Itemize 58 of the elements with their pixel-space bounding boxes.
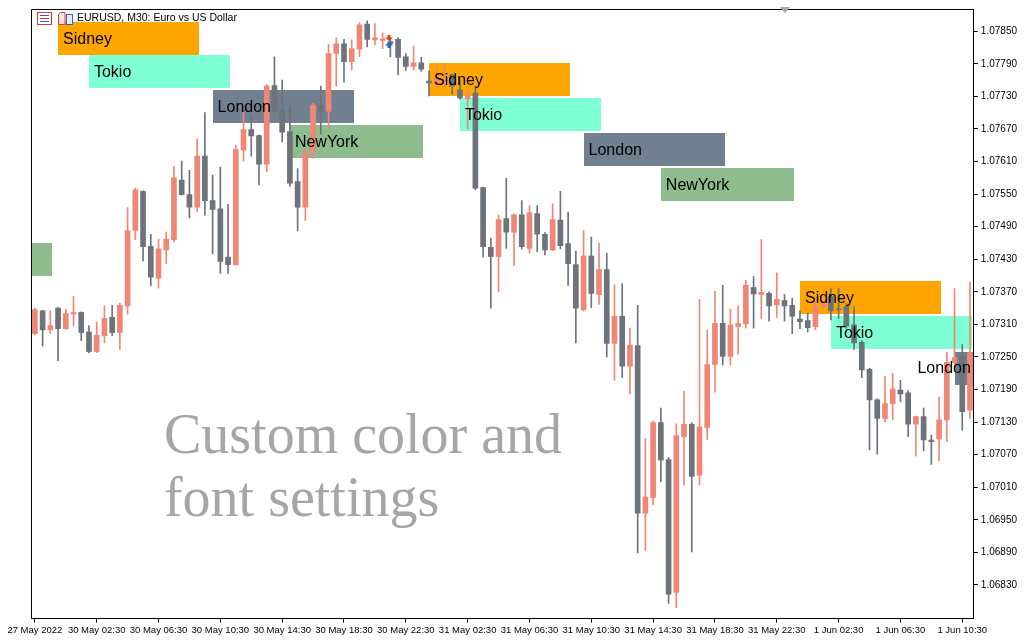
y-tick-label: 1.07190 xyxy=(980,383,1018,395)
y-tick-label: 1.07550 xyxy=(980,187,1018,199)
y-tick-label: 1.07790 xyxy=(980,57,1018,69)
x-tick-label: 31 May 14:30 xyxy=(624,623,682,635)
candlestick xyxy=(913,415,919,457)
x-tick-label: 30 May 18:30 xyxy=(315,623,373,635)
x-tick-label: 31 May 10:30 xyxy=(562,623,621,635)
y-tick-label: 1.07670 xyxy=(980,122,1018,134)
candlestick xyxy=(503,178,510,249)
candlestick xyxy=(333,37,340,87)
y-tick-label: 1.07370 xyxy=(980,285,1018,297)
y-tick-label: 1.07010 xyxy=(980,480,1018,492)
x-tick-label: 31 May 18:30 xyxy=(686,623,744,635)
y-tick-label: 1.07310 xyxy=(980,318,1018,330)
annotation: London xyxy=(588,141,642,159)
candlestick xyxy=(488,237,494,309)
candlestick xyxy=(372,23,378,46)
y-tick-label: 1.07070 xyxy=(980,448,1018,460)
chart-title: EURUSD, M30: Euro vs US Dollar xyxy=(77,11,238,23)
candlestick xyxy=(758,239,765,319)
y-tick-label: 1.07850 xyxy=(980,25,1018,37)
annotation: Tokio xyxy=(835,323,874,341)
annotation: Tokio xyxy=(93,63,132,81)
annotation: Custom color and font settings xyxy=(163,403,563,529)
x-tick-label: 31 May 22:30 xyxy=(747,623,806,635)
annotation: Tokio xyxy=(464,105,503,123)
x-tick-label: 30 May 22:30 xyxy=(377,623,435,635)
x-tick-label: 30 May 02:30 xyxy=(67,623,126,635)
x-tick-label: 30 May 14:30 xyxy=(253,623,311,635)
x-tick-label: 1 Jun 10:30 xyxy=(937,623,988,635)
x-tick-label: 31 May 02:30 xyxy=(438,623,497,635)
x-tick-label: 31 May 06:30 xyxy=(500,623,559,635)
candlestick xyxy=(681,390,687,486)
x-tick-label: 1 Jun 06:30 xyxy=(875,623,926,635)
annotation: NewYork xyxy=(665,175,731,193)
y-tick-label: 1.06890 xyxy=(980,546,1018,558)
annotation: NewYork xyxy=(294,133,360,151)
candlestick xyxy=(797,310,803,330)
x-tick-label: 1 Jun 02:30 xyxy=(813,623,864,635)
y-tick-label: 1.06950 xyxy=(980,513,1018,525)
y-tick-label: 1.07430 xyxy=(980,253,1018,264)
x-tick-label: 30 May 10:30 xyxy=(191,623,250,635)
y-tick-label: 1.07730 xyxy=(980,90,1018,102)
candlestick xyxy=(773,272,780,318)
x-tick-label: 27 May 2022 xyxy=(7,623,63,635)
y-tick-label: 1.06830 xyxy=(980,578,1018,590)
candlestick xyxy=(317,85,324,135)
candlestick xyxy=(47,310,54,334)
y-tick-label: 1.07130 xyxy=(980,415,1018,427)
y-tick-label: 1.07610 xyxy=(980,155,1018,167)
y-tick-label: 1.07490 xyxy=(980,220,1018,232)
y-tick-label: 1.07250 xyxy=(980,350,1018,362)
annotation: Sidney xyxy=(63,29,112,47)
candlestick xyxy=(248,114,255,157)
candlestick xyxy=(735,305,741,355)
x-tick-label: 30 May 06:30 xyxy=(129,623,188,635)
candlestick xyxy=(426,70,432,97)
candlestick xyxy=(225,204,231,274)
